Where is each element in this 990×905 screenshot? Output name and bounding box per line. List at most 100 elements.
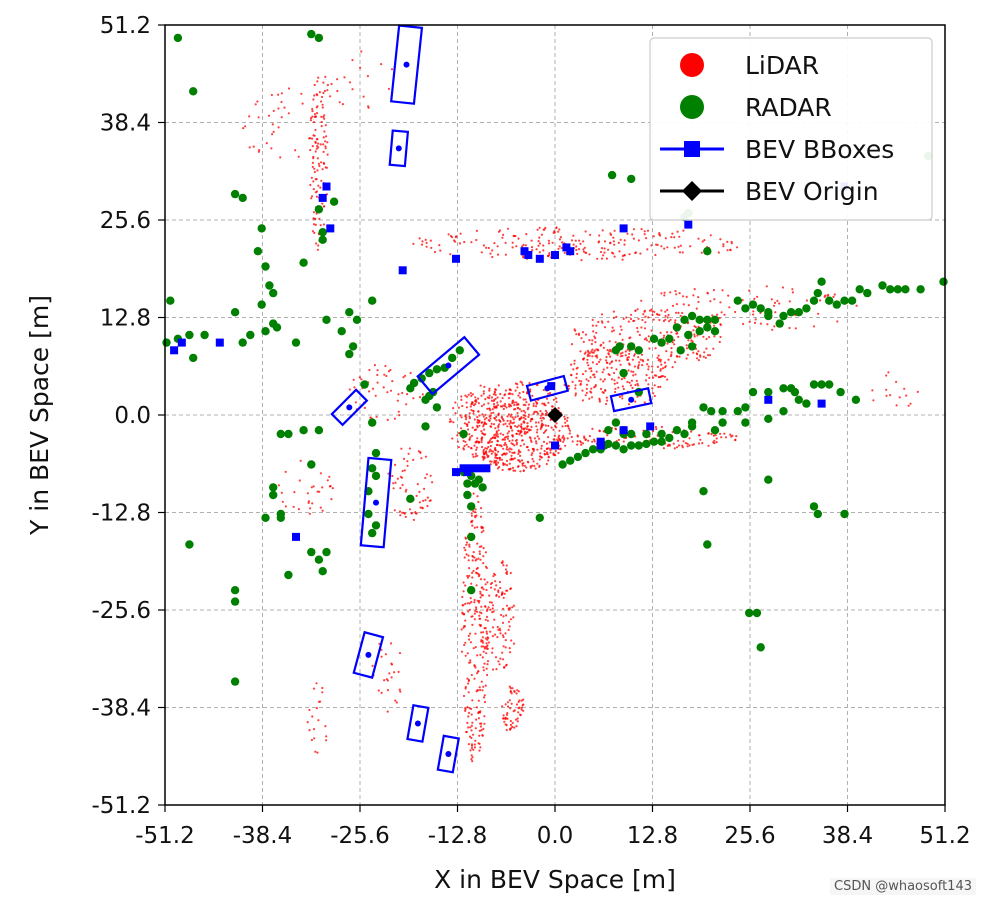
lidar-point <box>731 434 734 437</box>
lidar-point <box>794 327 797 330</box>
lidar-point <box>617 438 621 441</box>
lidar-point <box>483 385 486 388</box>
lidar-point <box>547 424 550 427</box>
lidar-point <box>399 475 402 478</box>
lidar-point <box>315 138 318 141</box>
lidar-point <box>559 447 563 450</box>
lidar-point <box>549 418 552 422</box>
lidar-point <box>491 255 494 259</box>
lidar-point <box>476 610 479 613</box>
lidar-point <box>439 249 442 252</box>
lidar-point <box>513 451 516 454</box>
lidar-point <box>505 571 508 575</box>
lidar-point <box>662 336 665 339</box>
lidar-point <box>483 647 486 650</box>
lidar-point <box>658 358 661 361</box>
lidar-point <box>603 247 606 250</box>
lidar-point <box>474 396 477 399</box>
lidar-point <box>258 149 261 152</box>
lidar-point <box>663 291 666 294</box>
lidar-point <box>572 368 575 371</box>
radar-point <box>745 608 754 618</box>
lidar-point <box>366 75 369 78</box>
lidar-point <box>351 59 354 62</box>
lidar-point <box>316 94 319 97</box>
lidar-point <box>313 83 316 87</box>
lidar-point <box>430 246 433 249</box>
lidar-point <box>626 358 629 361</box>
lidar-point <box>476 426 479 429</box>
lidar-point <box>472 748 475 751</box>
lidar-point <box>503 452 506 455</box>
lidar-point <box>871 389 874 392</box>
radar-point <box>817 277 826 286</box>
lidar-point <box>503 666 506 669</box>
lidar-point <box>497 590 500 594</box>
lidar-point <box>527 413 531 416</box>
lidar-point <box>457 446 460 449</box>
lidar-point <box>504 646 507 649</box>
lidar-point <box>512 469 515 472</box>
lidar-point <box>479 596 482 599</box>
lidar-point <box>490 452 493 455</box>
lidar-point <box>504 241 507 244</box>
lidar-point <box>536 428 539 431</box>
lidar-point <box>534 421 538 424</box>
bev-bbox <box>330 388 369 427</box>
lidar-point <box>617 241 620 244</box>
lidar-point <box>324 725 327 728</box>
lidar-point <box>487 246 490 250</box>
lidar-point <box>515 245 518 248</box>
lidar-point <box>499 420 502 423</box>
lidar-point <box>272 109 275 112</box>
lidar-point <box>599 378 602 381</box>
radar-point <box>748 300 758 309</box>
lidar-point <box>656 356 659 359</box>
lidar-point <box>536 435 539 438</box>
radar-point <box>230 677 240 686</box>
lidar-point <box>576 434 579 437</box>
lidar-point <box>484 413 487 416</box>
lidar-point <box>310 176 313 179</box>
lidar-point <box>522 243 525 246</box>
lidar-point <box>650 329 653 332</box>
lidar-point <box>522 427 525 430</box>
lidar-point <box>673 246 676 249</box>
lidar-point <box>462 439 465 443</box>
radar-point <box>299 258 308 267</box>
lidar-point <box>622 440 625 443</box>
lidar-point <box>476 542 479 545</box>
lidar-point <box>475 606 478 609</box>
lidar-point <box>602 346 606 349</box>
lidar-point <box>490 425 493 428</box>
lidar-point <box>485 615 489 619</box>
lidar-point <box>466 574 469 578</box>
lidar-point <box>509 618 512 621</box>
lidar-point <box>519 444 522 447</box>
lidar-point <box>404 490 407 493</box>
lidar-point <box>458 242 462 245</box>
lidar-point <box>616 381 619 384</box>
radar-point <box>695 315 704 324</box>
lidar-point <box>410 512 413 515</box>
x-tick-label: -25.6 <box>330 823 390 849</box>
lidar-point <box>588 339 591 342</box>
lidar-point <box>495 584 498 587</box>
lidar-point <box>752 313 755 316</box>
bev-bbox-center <box>395 145 402 152</box>
lidar-point <box>507 620 511 623</box>
lidar-point <box>496 443 499 446</box>
lidar-point <box>306 492 309 495</box>
lidar-point <box>669 318 672 321</box>
lidar-point <box>735 246 739 249</box>
lidar-point <box>326 89 329 92</box>
y-axis-ticks: 51.238.425.612.80.0-12.8-25.6-38.4-51.2 <box>91 13 165 819</box>
lidar-point <box>336 89 339 93</box>
lidar-point <box>317 76 320 79</box>
lidar-point <box>584 394 587 397</box>
lidar-point <box>468 437 471 441</box>
lidar-point <box>484 618 487 621</box>
lidar-point <box>665 350 668 353</box>
lidar-point <box>628 363 631 366</box>
radar-point <box>794 395 803 404</box>
